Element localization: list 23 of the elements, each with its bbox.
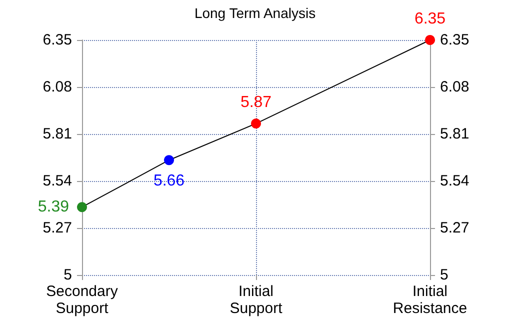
x-tick-label: Initial Resistance xyxy=(392,283,468,317)
y2-tick-label: 6.35 xyxy=(440,32,470,48)
y2-tick-label: 6.08 xyxy=(440,78,470,96)
y-tick-label: 6.35 xyxy=(42,32,72,48)
y-tick-label: 5.54 xyxy=(42,172,72,190)
chart-title: Long Term Analysis xyxy=(194,5,316,21)
y-tick-label: 5.27 xyxy=(42,220,72,236)
x-tick-label: Initial Support xyxy=(230,283,284,317)
y-tick-label: 6.08 xyxy=(42,78,72,96)
data-label: 5.87 xyxy=(240,94,272,112)
data-label: 6.35 xyxy=(414,10,446,28)
y-tick-label: 5 xyxy=(64,266,72,284)
point xyxy=(251,118,261,129)
data-label: 5.39 xyxy=(38,198,70,216)
y2-tick-label: 5.54 xyxy=(440,172,470,190)
point xyxy=(77,202,87,212)
y2-tick-label: 5 xyxy=(440,266,448,284)
point xyxy=(164,155,174,166)
y2-tick-label: 5.81 xyxy=(440,126,470,142)
y2-tick-label: 5.27 xyxy=(440,220,470,236)
data-label: 5.66 xyxy=(153,172,185,190)
x-tick-label: Secondary Support xyxy=(46,283,118,317)
y-tick-label: 5.81 xyxy=(42,126,72,142)
